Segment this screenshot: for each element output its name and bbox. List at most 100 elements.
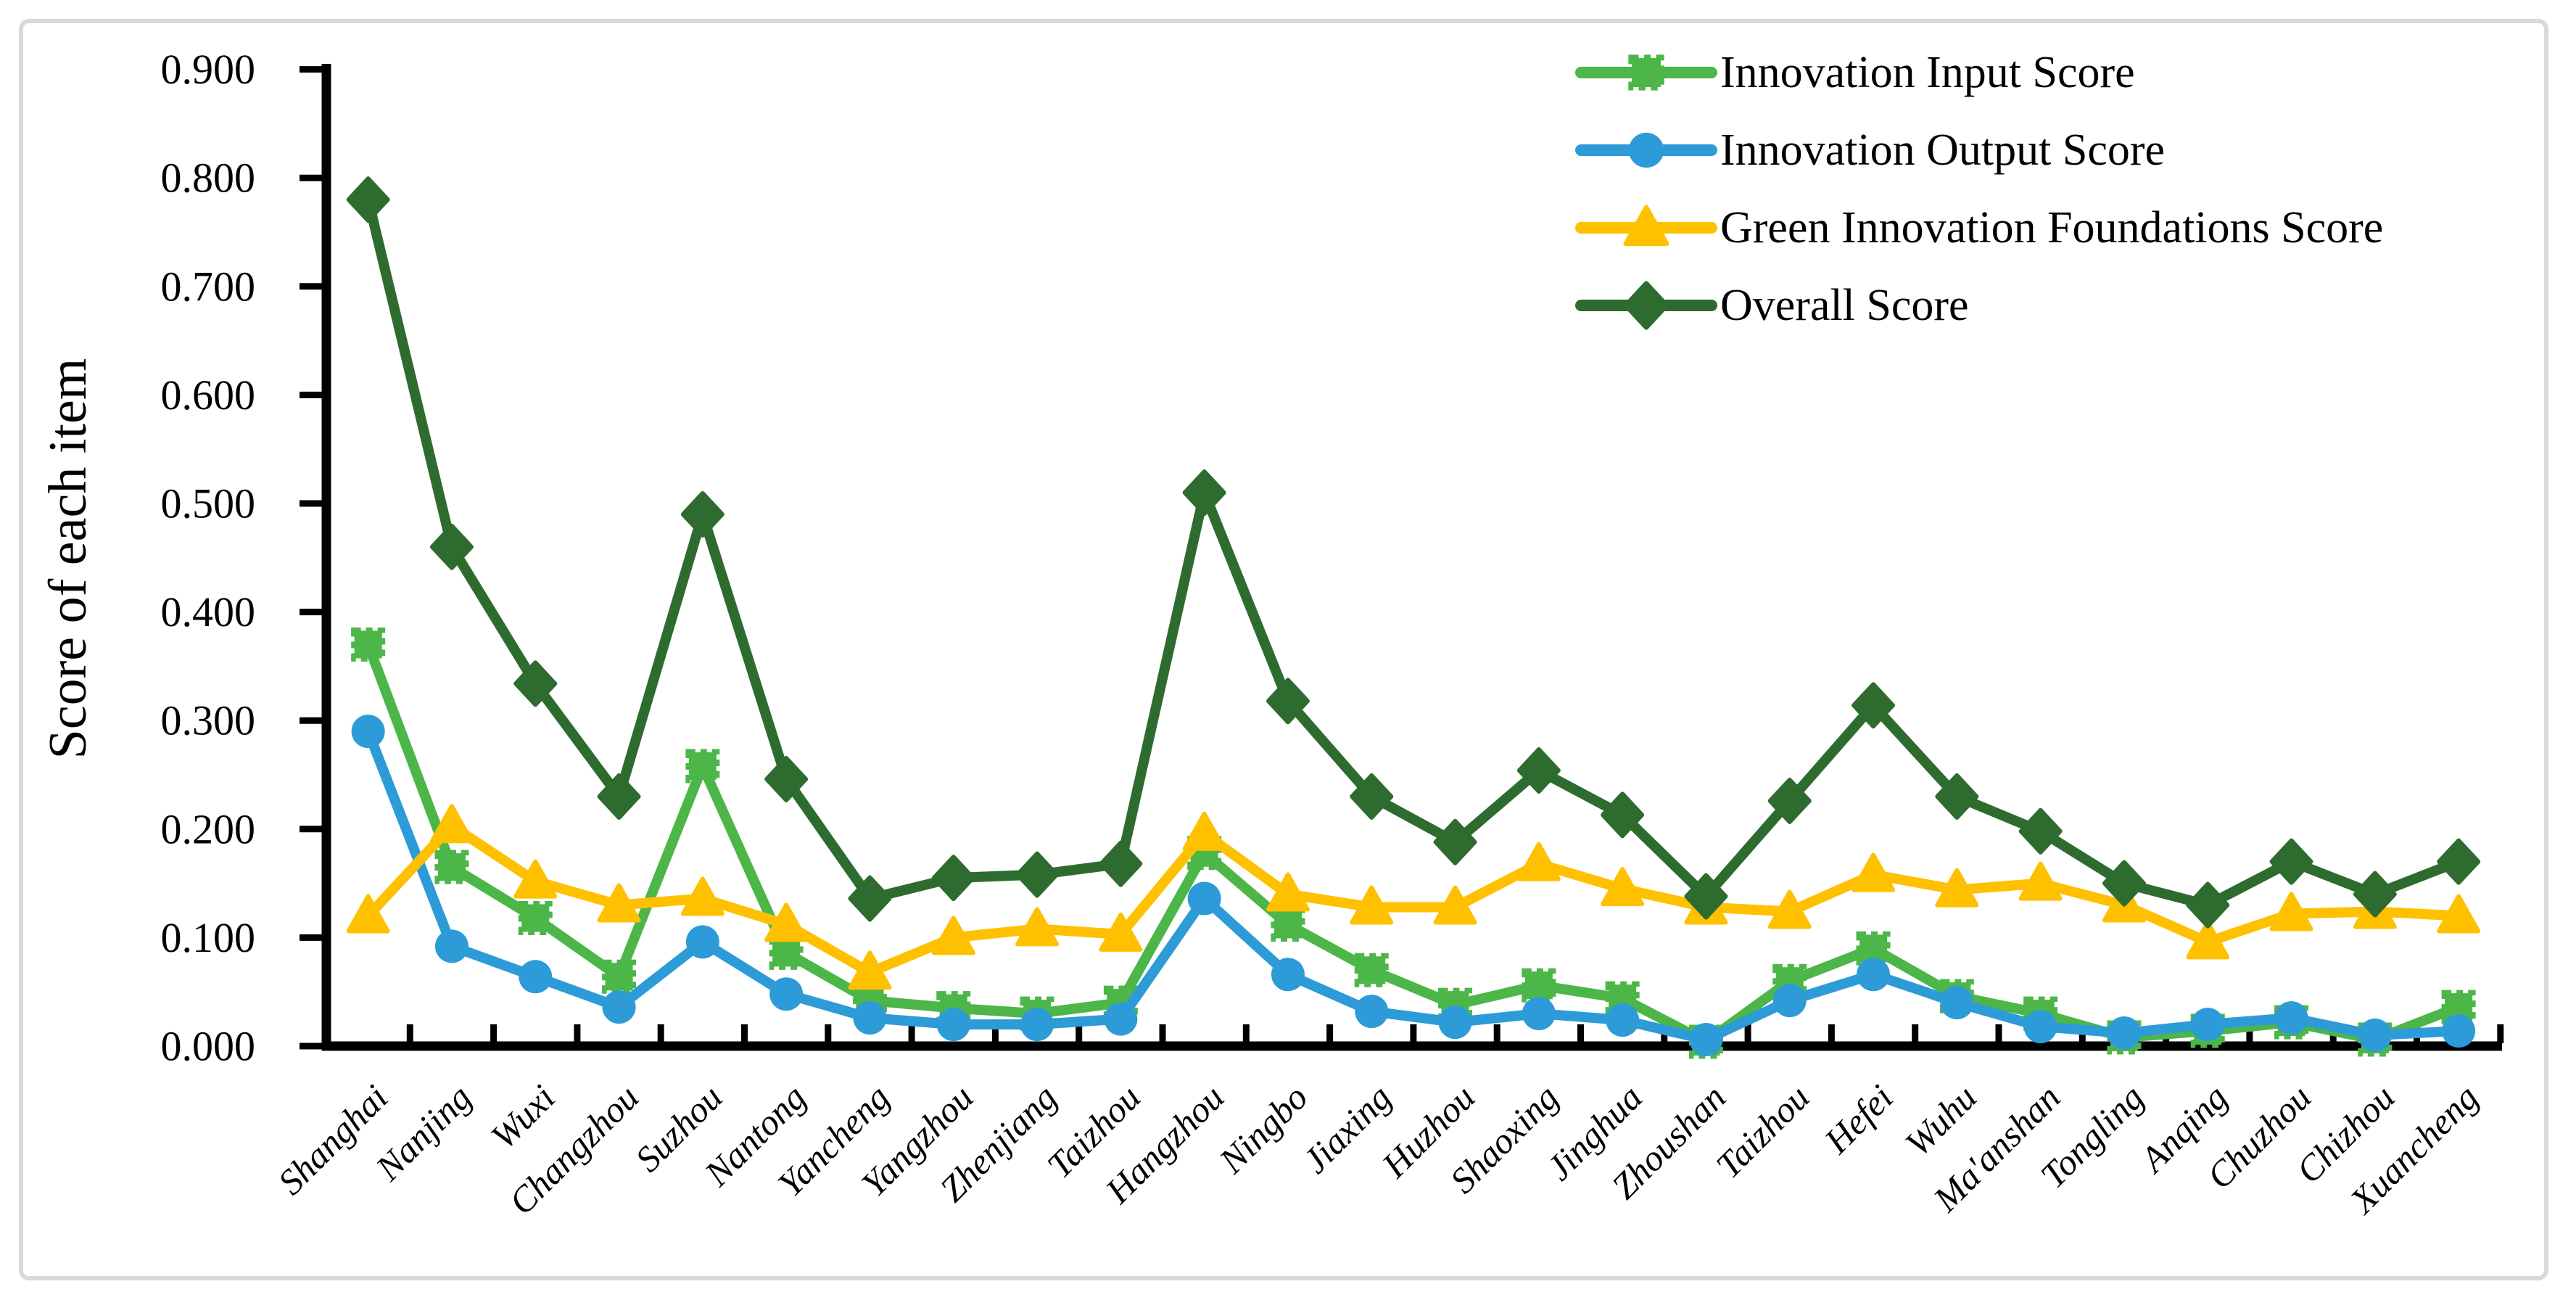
y-tick-label: 0.500 bbox=[161, 480, 256, 527]
data-point bbox=[1015, 907, 1060, 947]
legend-label: Green Innovation Foundations Score bbox=[1720, 203, 2383, 252]
data-point bbox=[2186, 920, 2230, 960]
data-point bbox=[2358, 1019, 2392, 1053]
data-point bbox=[2269, 838, 2313, 885]
y-tick-label: 0.300 bbox=[161, 697, 256, 744]
data-point bbox=[2191, 1008, 2225, 1042]
x-tick-label: Hefei bbox=[1816, 1077, 1901, 1161]
chart-figure bbox=[19, 19, 2548, 1280]
data-point bbox=[685, 749, 720, 783]
data-point bbox=[1516, 747, 1561, 794]
data-point bbox=[1767, 777, 1812, 824]
data-point bbox=[1438, 1005, 1472, 1040]
data-point bbox=[2274, 1001, 2308, 1035]
data-point bbox=[680, 490, 724, 538]
x-tick-label: Ningbo bbox=[1210, 1077, 1315, 1181]
data-point bbox=[429, 523, 474, 570]
series-innovation-output-score bbox=[351, 715, 2476, 1057]
legend-label: Innovation Output Score bbox=[1720, 126, 2165, 175]
data-point bbox=[519, 960, 553, 994]
x-tick-label: Taizhou bbox=[1708, 1077, 1817, 1185]
data-point bbox=[2023, 1010, 2057, 1044]
x-tick-label: Shanghai bbox=[270, 1077, 395, 1202]
data-point bbox=[1516, 842, 1561, 881]
data-point bbox=[1271, 907, 1305, 942]
series-green-innovation-foundations-score bbox=[346, 804, 2481, 990]
data-point bbox=[429, 804, 474, 844]
data-point bbox=[1689, 1023, 1723, 1057]
data-point bbox=[1099, 840, 1143, 887]
data-point bbox=[1104, 1002, 1138, 1036]
data-point bbox=[1605, 981, 1640, 1016]
data-point bbox=[597, 883, 641, 923]
data-point bbox=[764, 755, 809, 802]
legend-item-green-innovation-foundations-score: Green Innovation Foundations Score bbox=[1575, 203, 2383, 252]
data-point bbox=[2437, 894, 2481, 934]
data-point bbox=[1767, 889, 1812, 929]
data-point bbox=[769, 977, 804, 1011]
x-tick-label: Nanjing bbox=[367, 1077, 479, 1188]
y-tick-label: 0.000 bbox=[161, 1023, 256, 1070]
data-point bbox=[1852, 852, 1896, 892]
legend: Innovation Input Score Innovation Output … bbox=[1575, 48, 2383, 330]
y-tick-label: 0.900 bbox=[161, 46, 256, 93]
y-tick-label: 0.600 bbox=[161, 371, 256, 419]
series-line bbox=[363, 639, 2464, 1048]
data-point bbox=[351, 627, 386, 662]
data-point bbox=[2442, 1014, 2476, 1048]
series-line bbox=[363, 820, 2464, 978]
data-point bbox=[597, 773, 641, 820]
y-ticks: 0.000 0.100 0.200 0.300 0.400 0.500 0.600 0.700… bbox=[161, 46, 326, 1070]
data-point bbox=[1857, 958, 1891, 992]
data-point bbox=[1433, 885, 1477, 925]
data-point bbox=[346, 894, 390, 934]
y-axis-title: Score of each item bbox=[38, 358, 98, 760]
data-point bbox=[1099, 912, 1143, 952]
data-point bbox=[1355, 995, 1389, 1029]
series-innovation-input-score bbox=[351, 627, 2476, 1059]
data-point bbox=[1182, 469, 1226, 517]
data-point bbox=[1601, 867, 1645, 907]
y-tick-label: 0.800 bbox=[161, 155, 256, 202]
data-point bbox=[1350, 773, 1394, 820]
data-point bbox=[602, 959, 637, 994]
data-point bbox=[1623, 205, 1669, 247]
series-overall-score bbox=[346, 176, 2481, 929]
data-point bbox=[434, 929, 468, 963]
data-point bbox=[769, 935, 804, 970]
data-point bbox=[685, 925, 719, 959]
data-point bbox=[2353, 871, 2397, 918]
data-point bbox=[1522, 968, 1556, 1003]
data-point bbox=[2018, 861, 2063, 901]
data-point bbox=[518, 900, 553, 935]
data-point bbox=[931, 855, 975, 902]
data-point bbox=[1522, 997, 1556, 1031]
legend-item-innovation-output-score: Innovation Output Score bbox=[1575, 126, 2165, 175]
data-point bbox=[513, 859, 558, 899]
data-point bbox=[1433, 818, 1477, 865]
legend-item-overall-score: Overall Score bbox=[1575, 281, 1969, 330]
data-point bbox=[1856, 931, 1891, 966]
data-point bbox=[931, 916, 975, 955]
data-point bbox=[513, 660, 558, 707]
legend-label: Overall Score bbox=[1720, 281, 1969, 330]
data-point bbox=[1354, 953, 1389, 987]
data-point bbox=[2107, 1016, 2141, 1050]
data-point bbox=[680, 876, 724, 916]
data-point bbox=[1628, 132, 1664, 168]
data-point bbox=[1940, 986, 1974, 1020]
data-point bbox=[1935, 773, 1979, 820]
data-point bbox=[2441, 990, 2476, 1024]
data-point bbox=[2437, 838, 2481, 885]
y-tick-label: 0.100 bbox=[161, 914, 256, 961]
y-tick-label: 0.400 bbox=[161, 588, 256, 636]
data-point bbox=[1015, 851, 1060, 898]
data-point bbox=[434, 850, 469, 884]
series-line bbox=[363, 194, 2464, 910]
data-point bbox=[1628, 54, 1664, 91]
y-tick-label: 0.700 bbox=[161, 263, 256, 310]
data-point bbox=[1020, 1008, 1054, 1042]
data-point bbox=[1684, 873, 1728, 920]
legend-item-innovation-input-score: Innovation Input Score bbox=[1575, 48, 2135, 97]
